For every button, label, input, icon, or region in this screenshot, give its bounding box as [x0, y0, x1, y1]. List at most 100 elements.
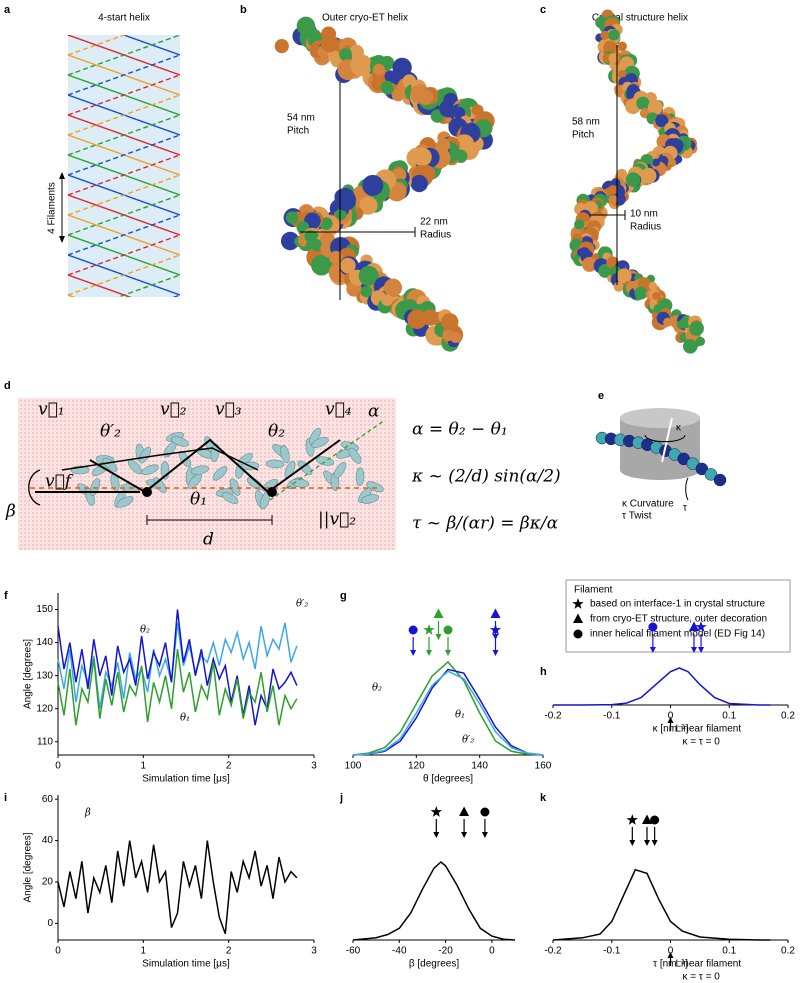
protein-blob	[330, 53, 342, 65]
panel-letter: b	[240, 4, 247, 16]
series-label: θ₂	[140, 625, 150, 636]
helix-strand	[68, 174, 180, 216]
legend-marker	[573, 629, 583, 639]
series-label: θ₁	[180, 713, 190, 724]
marker-arrow-head	[651, 840, 658, 846]
helix-strand	[68, 74, 180, 116]
ribbon-segment	[221, 492, 239, 504]
protein-blob	[647, 99, 663, 116]
x-tick-label: 2	[226, 946, 232, 957]
ribbon-segment	[360, 494, 380, 504]
protein-blob	[600, 30, 610, 40]
x-tick-label: 0	[489, 946, 495, 957]
protein-blob	[362, 174, 384, 196]
ribbon-segment	[311, 437, 329, 448]
series-line	[553, 667, 771, 706]
protein-blob	[648, 281, 658, 291]
x-tick-label: -40	[392, 946, 407, 957]
v2-parallel	[269, 419, 386, 501]
panel-letter: i	[4, 792, 7, 804]
marker	[489, 624, 502, 635]
marker-arrow-head	[492, 650, 499, 656]
protein-blob	[663, 317, 673, 327]
equation: κ ~ (2/d) sin(α/2)	[411, 467, 561, 487]
marker-arrow-head	[629, 840, 636, 846]
x-tick-label: 1	[141, 761, 147, 772]
linear-arrow-head	[667, 717, 674, 723]
x-tick-label: 140	[471, 761, 488, 772]
marker-arrow-head	[426, 650, 432, 656]
equation: τ ~ β/(αr) = βκ/α	[412, 514, 559, 534]
protein-blob	[598, 263, 613, 278]
marker	[695, 621, 707, 632]
protein-blob	[335, 208, 347, 221]
protein-helix	[274, 16, 495, 352]
series-label: θ′₂	[296, 599, 308, 610]
protein-blob	[417, 89, 434, 105]
marker-arrow-head	[433, 832, 440, 838]
helix-strand	[68, 35, 127, 56]
series-line	[57, 609, 298, 726]
ribbon-segment	[348, 447, 362, 464]
protein-blob	[617, 41, 627, 52]
helix-strand	[68, 54, 180, 96]
ribbon-segment	[265, 459, 285, 469]
angle-label: β	[5, 502, 16, 522]
protein-blob	[393, 168, 407, 182]
ribbon-segment	[355, 467, 365, 486]
marker	[648, 622, 658, 632]
panel-letter: j	[339, 792, 343, 804]
panel-letter: f	[4, 590, 8, 602]
protein-blob	[334, 189, 357, 211]
x-tick-label: 1	[141, 946, 147, 957]
x-tick-label: 3	[311, 946, 317, 957]
protein-blob	[320, 34, 339, 53]
ribbon-segment	[297, 460, 313, 476]
protein-blob	[608, 53, 619, 64]
x-tick-label: -60	[346, 946, 361, 957]
panel-letter: a	[4, 4, 11, 16]
marker-arrow-head	[445, 650, 451, 656]
protein-blob	[274, 39, 289, 54]
protein-blob	[679, 317, 691, 329]
legend-label: from cryo-ET structure, outer decoration	[590, 614, 767, 625]
protein-blob	[407, 309, 427, 329]
marker	[626, 814, 638, 825]
x-tick-label: 0	[55, 761, 61, 772]
cylinder-top	[620, 408, 700, 428]
series-line	[57, 649, 298, 726]
protein-blob	[285, 211, 299, 225]
protein-blob	[689, 321, 704, 336]
legend-marker	[573, 613, 583, 623]
panel-letter: h	[540, 666, 547, 678]
helix-strand	[172, 294, 180, 297]
tau-arc	[685, 477, 689, 501]
x-tick-label: -20	[438, 946, 453, 957]
helix-strand	[68, 154, 180, 196]
y-tick-label: 120	[36, 703, 53, 714]
series-label: β	[84, 808, 91, 819]
series-line	[352, 668, 544, 756]
x-tick-label: 2	[226, 761, 232, 772]
y-axis-label: Angle [degrees]	[23, 639, 34, 709]
y-tick-label: 0	[47, 918, 53, 929]
legend: based on interface-1 in crystal structur…	[572, 598, 767, 640]
radius-label: Radius	[630, 222, 661, 233]
y-tick-label: 40	[42, 835, 54, 846]
legend-label: based on interface-1 in crystal structur…	[590, 599, 766, 610]
ribbon-segment	[333, 462, 347, 479]
x-tick-label: 0.1	[722, 946, 736, 957]
x-tick-label: -0.2	[544, 946, 562, 957]
protein-blob	[387, 283, 399, 296]
x-axis-label: β [degrees]	[409, 959, 459, 970]
y-tick-label: 60	[42, 794, 54, 805]
pitch-label: Pitch	[572, 130, 594, 141]
span-label: 4 Filaments	[47, 182, 58, 234]
bead	[695, 462, 709, 476]
panel-title: 4-start helix	[98, 13, 150, 24]
legend-marker	[572, 598, 584, 609]
ribbon-segment	[141, 464, 159, 476]
helix-strand	[68, 294, 76, 297]
protein-helix	[569, 9, 706, 354]
